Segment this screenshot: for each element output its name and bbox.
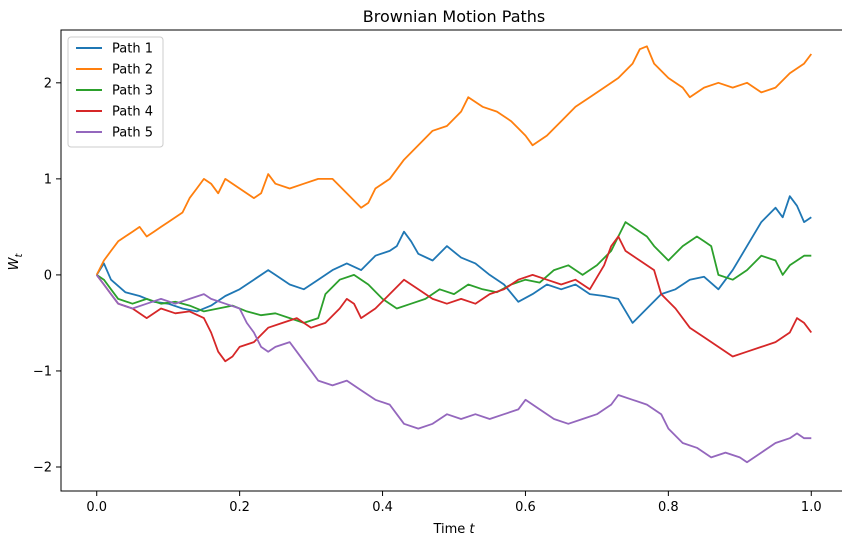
x-tick-label: 0.8 <box>658 500 679 515</box>
x-tick-label: 0.2 <box>229 500 250 515</box>
y-tick-label: 1 <box>44 172 52 187</box>
y-tick-label: −1 <box>33 364 52 379</box>
y-tick-label: −2 <box>33 460 52 475</box>
legend-label-path-2: Path 2 <box>112 63 153 78</box>
x-tick-label: 0.0 <box>86 500 107 515</box>
series-line-path-2 <box>95 45 813 276</box>
x-axis: 0.0 0.2 0.4 0.6 0.8 1.0 <box>86 491 822 515</box>
y-tick-label: 2 <box>44 76 52 91</box>
series-line-path-4 <box>95 235 813 363</box>
series-line-path-5 <box>95 274 812 464</box>
y-axis-label-var: W <box>7 256 22 270</box>
legend: Path 1 Path 2 Path 3 Path 4 Path 5 <box>67 36 164 148</box>
x-axis-label-var: t <box>469 522 475 537</box>
y-tick-label: 0 <box>44 268 52 283</box>
series-layer <box>95 45 813 464</box>
series-line-path-3 <box>96 221 812 324</box>
legend-label-path-5: Path 5 <box>112 126 153 141</box>
legend-label-path-3: Path 3 <box>112 84 153 99</box>
y-axis: −2 −1 0 1 2 <box>33 76 61 475</box>
x-tick-label: 0.6 <box>515 500 536 515</box>
legend-label-path-1: Path 1 <box>112 42 153 57</box>
y-axis-label: Wt <box>7 253 25 271</box>
x-tick-label: 0.4 <box>372 500 393 515</box>
plot-frame <box>60 29 842 492</box>
x-axis-label-text: Time <box>432 522 465 537</box>
y-axis-label-sub: t <box>14 253 25 258</box>
x-axis-label: Time t <box>432 522 475 537</box>
series-line-path-1 <box>95 195 812 324</box>
legend-label-path-4: Path 4 <box>112 105 153 120</box>
legend-frame <box>67 36 164 148</box>
chart-title: Brownian Motion Paths <box>363 7 546 26</box>
x-tick-label: 1.0 <box>801 500 822 515</box>
